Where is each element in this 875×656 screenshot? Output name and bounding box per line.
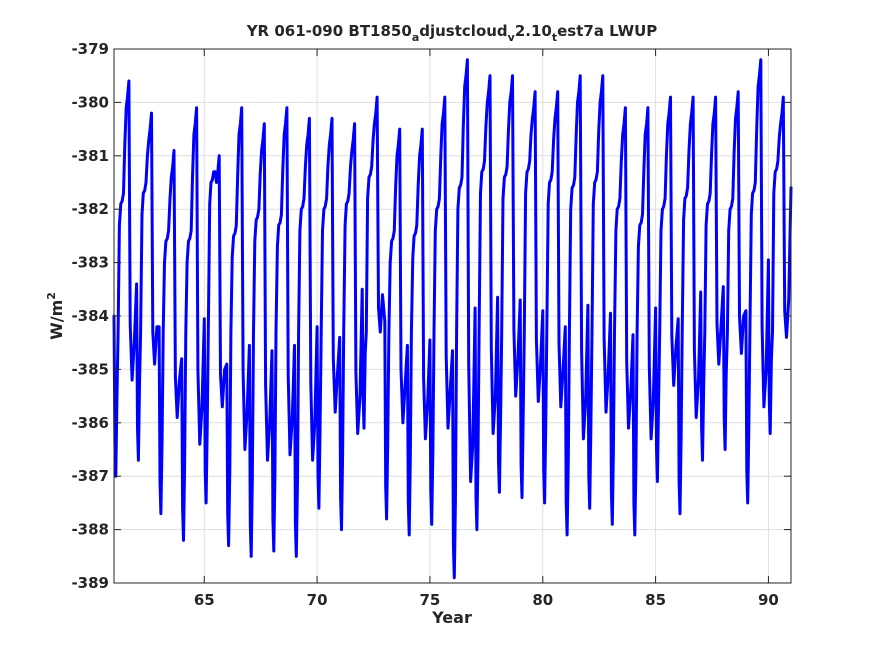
title-subscript-part: a xyxy=(412,31,419,44)
title-part: est7a LWUP xyxy=(557,22,657,40)
y-tick-label: -389 xyxy=(71,574,109,592)
x-tick-label: 75 xyxy=(419,591,440,609)
y-tick-label: -384 xyxy=(71,307,109,325)
x-tick-label: 80 xyxy=(532,591,553,609)
y-axis-label-superscript: 2 xyxy=(45,292,58,300)
x-tick-label: 70 xyxy=(307,591,328,609)
y-tick-label: -382 xyxy=(71,200,109,218)
y-axis-label: W/m2 xyxy=(45,292,66,340)
title-part: YR 061-090 BT1850 xyxy=(246,22,412,40)
tick-marks xyxy=(114,48,791,584)
y-tick-label: -383 xyxy=(71,254,109,272)
x-tick-label: 85 xyxy=(645,591,666,609)
title-subscript-part: v xyxy=(508,31,516,44)
y-tick-label: -379 xyxy=(71,40,109,58)
y-tick-label: -387 xyxy=(71,467,109,485)
y-tick-label: -388 xyxy=(71,521,109,539)
series-layer xyxy=(112,58,793,580)
x-tick-label: 65 xyxy=(194,591,215,609)
y-axis-label-base: W/m xyxy=(47,300,66,340)
y-tick-labels: -389 -388 -387 -386 -385 -384 -383 -382 -381 -380… xyxy=(71,40,109,592)
chart-title: YR 061-090 BT1850adjustcloudv2.10test7a … xyxy=(246,22,658,44)
y-tick-label: -380 xyxy=(71,93,109,111)
y-tick-label: -385 xyxy=(71,360,109,378)
title-part: 2.10 xyxy=(515,22,552,40)
x-tick-label: 90 xyxy=(758,591,779,609)
y-tick-label: -386 xyxy=(71,414,109,432)
x-tick-labels: 65 70 75 80 85 90 xyxy=(194,591,779,609)
title-part: djustcloud xyxy=(419,22,507,40)
series-line-lwup xyxy=(112,58,793,580)
y-tick-label: -381 xyxy=(71,147,109,165)
title-subscript-part: t xyxy=(552,31,557,44)
x-axis-label: Year xyxy=(431,608,472,627)
